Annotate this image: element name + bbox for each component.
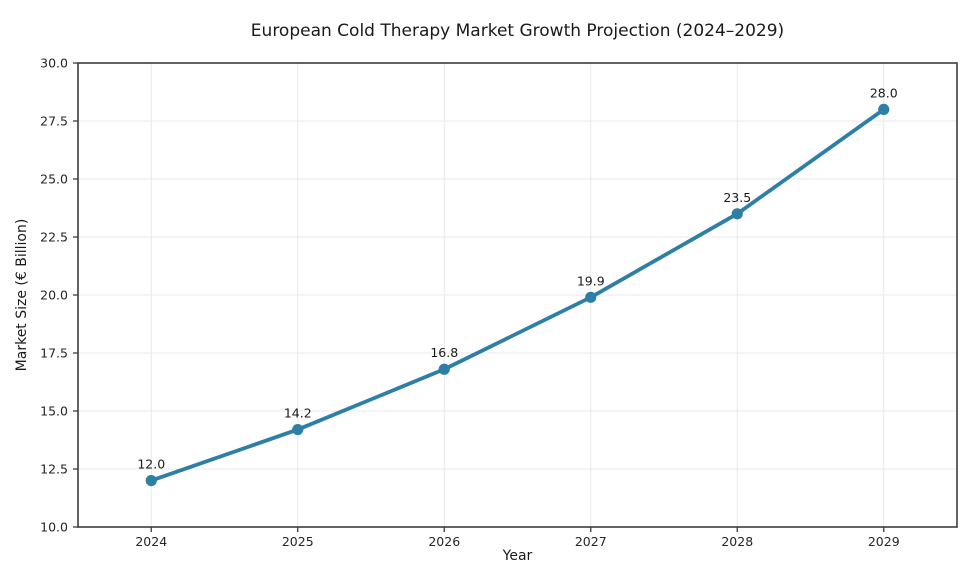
series-line — [149, 107, 886, 483]
x-tick-label: 2027 — [575, 534, 607, 549]
x-tick-label: 2024 — [135, 534, 167, 549]
data-point-marker — [438, 363, 450, 375]
x-tick-label: 2028 — [721, 534, 753, 549]
y-tick-label: 22.5 — [40, 229, 68, 244]
x-axis-label: Year — [502, 548, 533, 564]
y-tick-label: 17.5 — [40, 345, 68, 360]
y-tick-label: 12.5 — [40, 461, 68, 476]
x-tick-label: 2025 — [282, 534, 314, 549]
y-tick-label: 10.0 — [40, 519, 68, 534]
data-point-label: 19.9 — [577, 273, 605, 288]
chart-title: European Cold Therapy Market Growth Proj… — [250, 21, 785, 41]
data-point-marker — [292, 423, 304, 436]
x-tick-label: 2029 — [868, 534, 900, 549]
data-point-label: 14.2 — [284, 406, 312, 421]
data-point-label: 16.8 — [430, 345, 458, 360]
y-tick-label: 30.0 — [40, 55, 68, 70]
data-point-marker — [731, 208, 743, 220]
data-point-marker — [878, 103, 890, 115]
y-tick-label: 25.0 — [40, 171, 68, 186]
data-point-label: 23.5 — [723, 190, 751, 205]
data-point-marker — [585, 291, 597, 303]
y-tick-label: 27.5 — [40, 113, 68, 128]
data-point-label: 12.0 — [137, 457, 165, 472]
data-point-marker — [145, 475, 157, 487]
data-point-label: 28.0 — [870, 85, 898, 100]
y-tick-label: 20.0 — [40, 287, 68, 302]
y-tick-label: 15.0 — [40, 403, 68, 418]
x-tick-label: 2026 — [428, 534, 460, 549]
